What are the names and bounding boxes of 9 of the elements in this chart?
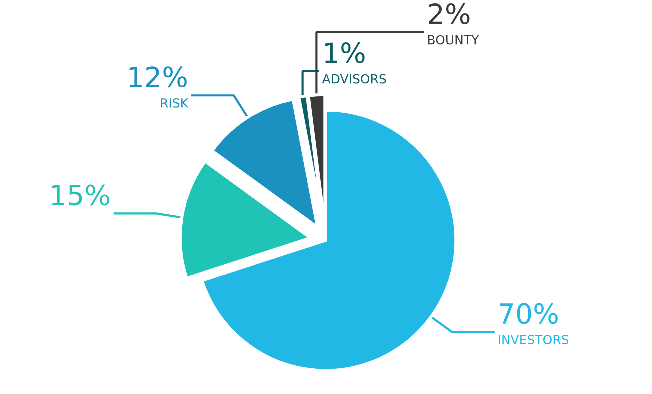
data-label: 2%	[429, 4, 470, 25]
data-label: 1%	[325, 42, 365, 64]
data-label: 70%	[500, 303, 558, 324]
slice-label: INVESTORS	[498, 335, 569, 345]
data-label: 15%	[52, 184, 110, 206]
data-label: 12%	[130, 66, 187, 88]
slice-label: RISK	[161, 98, 189, 108]
slice-label: ADVISORS	[322, 74, 386, 84]
slice-label: BOUNTY	[428, 35, 480, 45]
